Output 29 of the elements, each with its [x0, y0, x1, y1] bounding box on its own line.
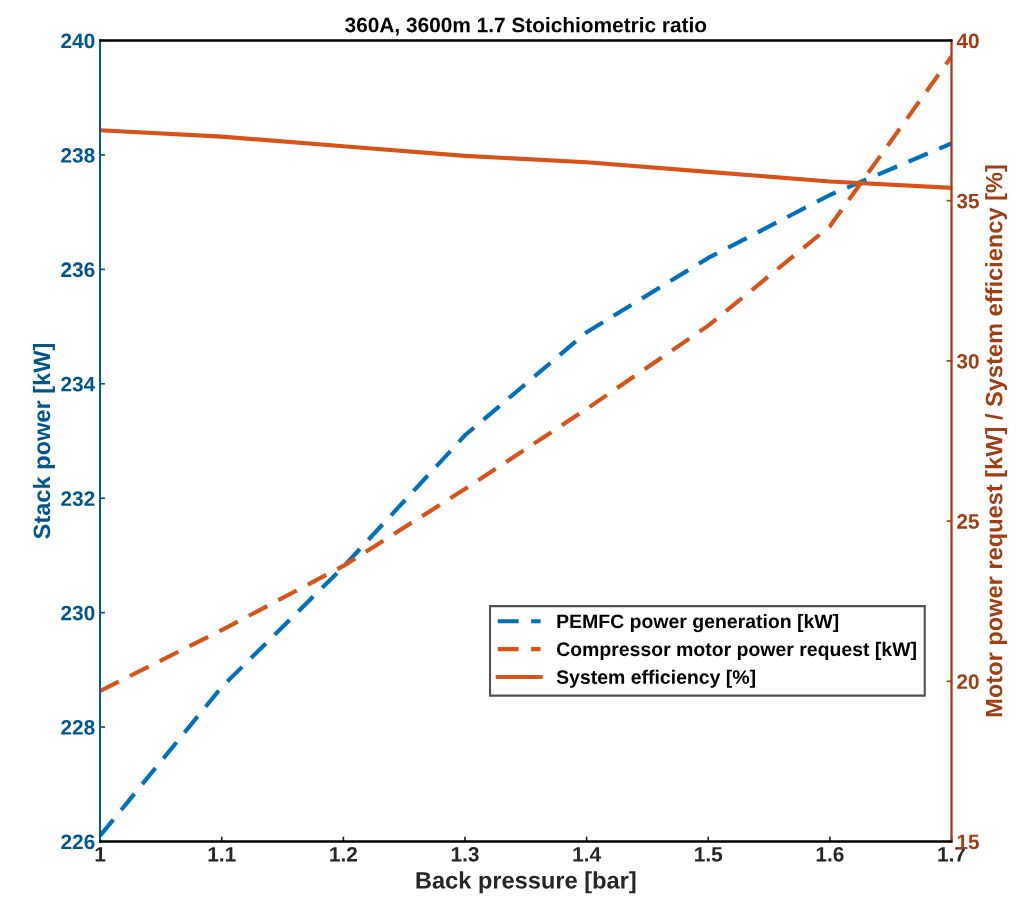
y-tick-label: 230 [61, 605, 95, 621]
legend-label: System efficiency [%] [556, 669, 755, 688]
y-tick-label: 234 [61, 376, 96, 392]
x-tick-label: 1.1 [208, 847, 236, 862]
y2-tick-label: 25 [957, 514, 979, 529]
x-tick-label: 1.2 [330, 846, 358, 862]
x-axis-title: Back pressure [bar] [416, 871, 636, 894]
y-tick-label: 240 [61, 33, 95, 49]
legend-label: PEMFC power generation [kW] [557, 613, 839, 633]
y-tick-label: 228 [61, 720, 95, 735]
chart-title: 360A, 3600m 1.7 Stoichiometric ratio [345, 17, 707, 36]
x-tick-label: 1.4 [573, 847, 601, 862]
legend-label: Compressor motor power request [kW] [556, 641, 916, 660]
line-series [100, 141, 952, 838]
y-axis-title: Stack power [kW] [32, 343, 55, 539]
x-tick-label: 1.5 [695, 847, 723, 862]
y2-axis-title: Motor power request [kW] / System efficiency [%] [985, 165, 1008, 717]
y2-tick-label: 40 [956, 33, 979, 49]
x-tick-label: 1 [95, 847, 106, 862]
y2-tick-label: 35 [956, 193, 979, 209]
line-series [100, 54, 952, 693]
y-tick-label: 238 [61, 147, 95, 163]
y2-tick-label: 30 [956, 353, 979, 369]
y-tick-label: 236 [61, 262, 95, 278]
x-tick-label: 1.6 [816, 846, 844, 862]
y-tick-label: 226 [61, 834, 95, 850]
y-tick-label: 232 [61, 491, 95, 506]
x-tick-label: 1.3 [451, 846, 479, 862]
y2-tick-label: 20 [957, 674, 979, 690]
